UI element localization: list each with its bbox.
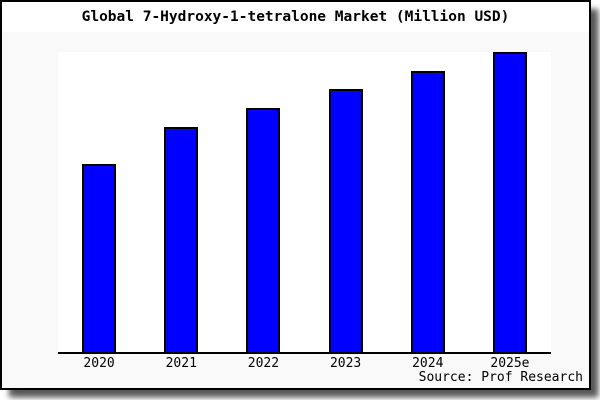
bar-2020 <box>82 163 117 352</box>
plot-area <box>58 52 551 354</box>
source-caption: Source: Prof Research <box>418 370 583 385</box>
chart-title: Global 7-Hydroxy-1-tetralone Market (Mil… <box>2 2 589 32</box>
bar-slot-2023 <box>305 52 387 352</box>
bar-2021 <box>164 127 199 352</box>
chart-card: Global 7-Hydroxy-1-tetralone Market (Mil… <box>0 0 591 390</box>
bar-2022 <box>246 108 281 352</box>
x-tick-label-2022: 2022 <box>247 356 280 371</box>
bar-2024 <box>410 70 445 352</box>
bar-2023 <box>328 88 363 352</box>
x-tick-label-2020: 2020 <box>83 356 115 371</box>
bar-slot-2021 <box>140 52 222 352</box>
bar-slot-2024 <box>387 52 469 352</box>
bar-slot-2025e <box>469 52 551 352</box>
bar-2025e <box>492 52 527 352</box>
bar-slot-2022 <box>222 52 304 352</box>
bar-slot-2020 <box>58 52 140 352</box>
x-tick-label-2025e: 2025e <box>490 356 530 371</box>
x-tick-label-2024: 2024 <box>412 356 444 371</box>
x-axis-labels: 2020 2021 2022 2023 2024 2025e <box>58 357 551 371</box>
x-tick-label-2021: 2021 <box>165 356 197 371</box>
x-tick-label-2023: 2023 <box>329 356 362 371</box>
